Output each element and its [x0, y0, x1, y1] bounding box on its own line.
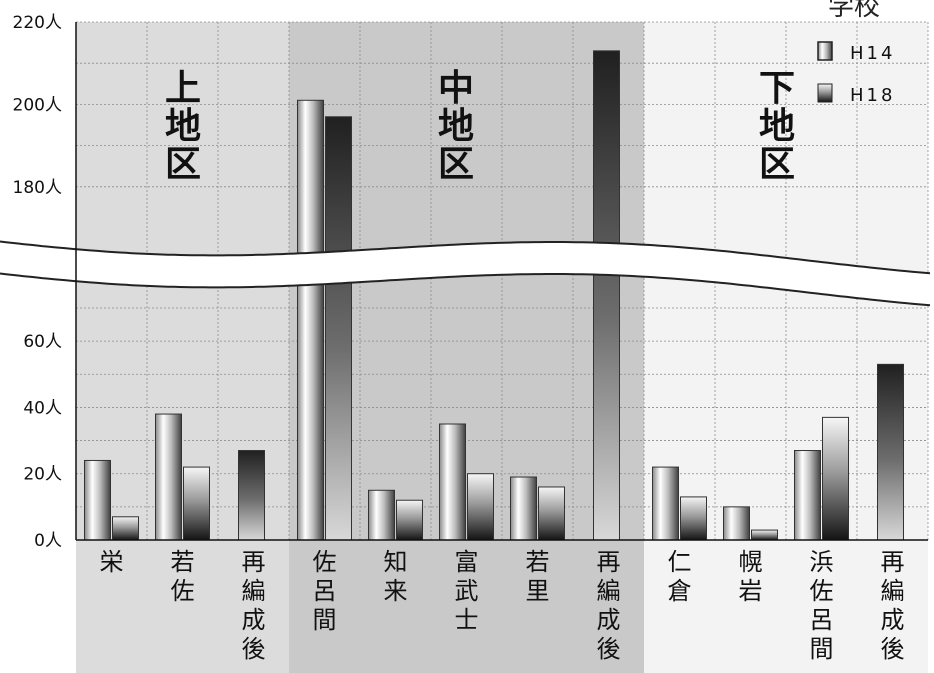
- x-tick-label: 仁倉: [668, 548, 692, 605]
- region-background: [76, 22, 289, 673]
- x-tick-label: 再編成後: [881, 548, 905, 663]
- bar-h18-2: [183, 466, 210, 541]
- bar-h18-7: [538, 486, 565, 541]
- bar-h18-5: [396, 499, 423, 541]
- legend-label-h18: H18: [850, 85, 895, 106]
- bar-h14-10: [723, 506, 750, 541]
- group-label: 上地区: [165, 68, 201, 185]
- y-tick-label: 220人: [13, 13, 62, 33]
- y-tick-label: 200人: [13, 95, 62, 115]
- y-tick-label: 20人: [23, 465, 62, 485]
- x-tick-label: 栄: [100, 548, 124, 576]
- bar-h18-3: [238, 450, 265, 541]
- x-tick-label: 幌岩: [739, 548, 763, 605]
- y-tick-label: 40人: [23, 398, 62, 418]
- y-tick-label: 0人: [34, 531, 62, 551]
- bar-h18-10: [751, 529, 778, 541]
- axis-break-band: [0, 241, 930, 306]
- bar-h18-6: [467, 473, 494, 541]
- axis-break-line-top: [0, 240, 931, 275]
- x-tick-label: 浜佐呂間: [810, 548, 834, 663]
- x-tick-label: 再編成後: [597, 548, 621, 663]
- bar-h14-1: [84, 459, 111, 541]
- bar-h14-9: [652, 466, 679, 541]
- legend-swatch-h14: [817, 41, 833, 61]
- x-tick-label: 若里: [526, 548, 550, 605]
- x-tick-label: 若佐: [171, 548, 195, 605]
- bar-h14-5: [368, 489, 395, 541]
- bar-h18-12: [877, 363, 904, 541]
- x-tick-label: 佐呂間: [313, 548, 337, 634]
- x-tick-label: 富武士: [455, 548, 479, 634]
- y-tick-label: 60人: [23, 332, 62, 352]
- x-tick-label: 知来: [384, 548, 408, 605]
- bar-h14-6: [439, 423, 466, 541]
- corner-note: 学校: [828, 0, 881, 22]
- bar-h18-8: [593, 50, 620, 541]
- bar-h18-4: [325, 116, 352, 541]
- bar-h18-11: [822, 416, 849, 541]
- group-label: 下地区: [759, 68, 795, 185]
- x-tick-label: 再編成後: [242, 548, 266, 663]
- bar-h14-2: [155, 413, 182, 541]
- bar-h18-9: [680, 496, 707, 541]
- bar-h18-1: [112, 516, 139, 541]
- legend-label-h14: H14: [850, 43, 895, 64]
- axis-break-line-bottom: [0, 272, 931, 307]
- group-label: 中地区: [438, 68, 474, 185]
- bar-h14-4: [297, 99, 324, 541]
- y-tick-label: 180人: [13, 178, 62, 198]
- bar-h14-11: [794, 450, 821, 541]
- bar-h14-7: [510, 476, 537, 541]
- legend-swatch-h18: [817, 83, 833, 103]
